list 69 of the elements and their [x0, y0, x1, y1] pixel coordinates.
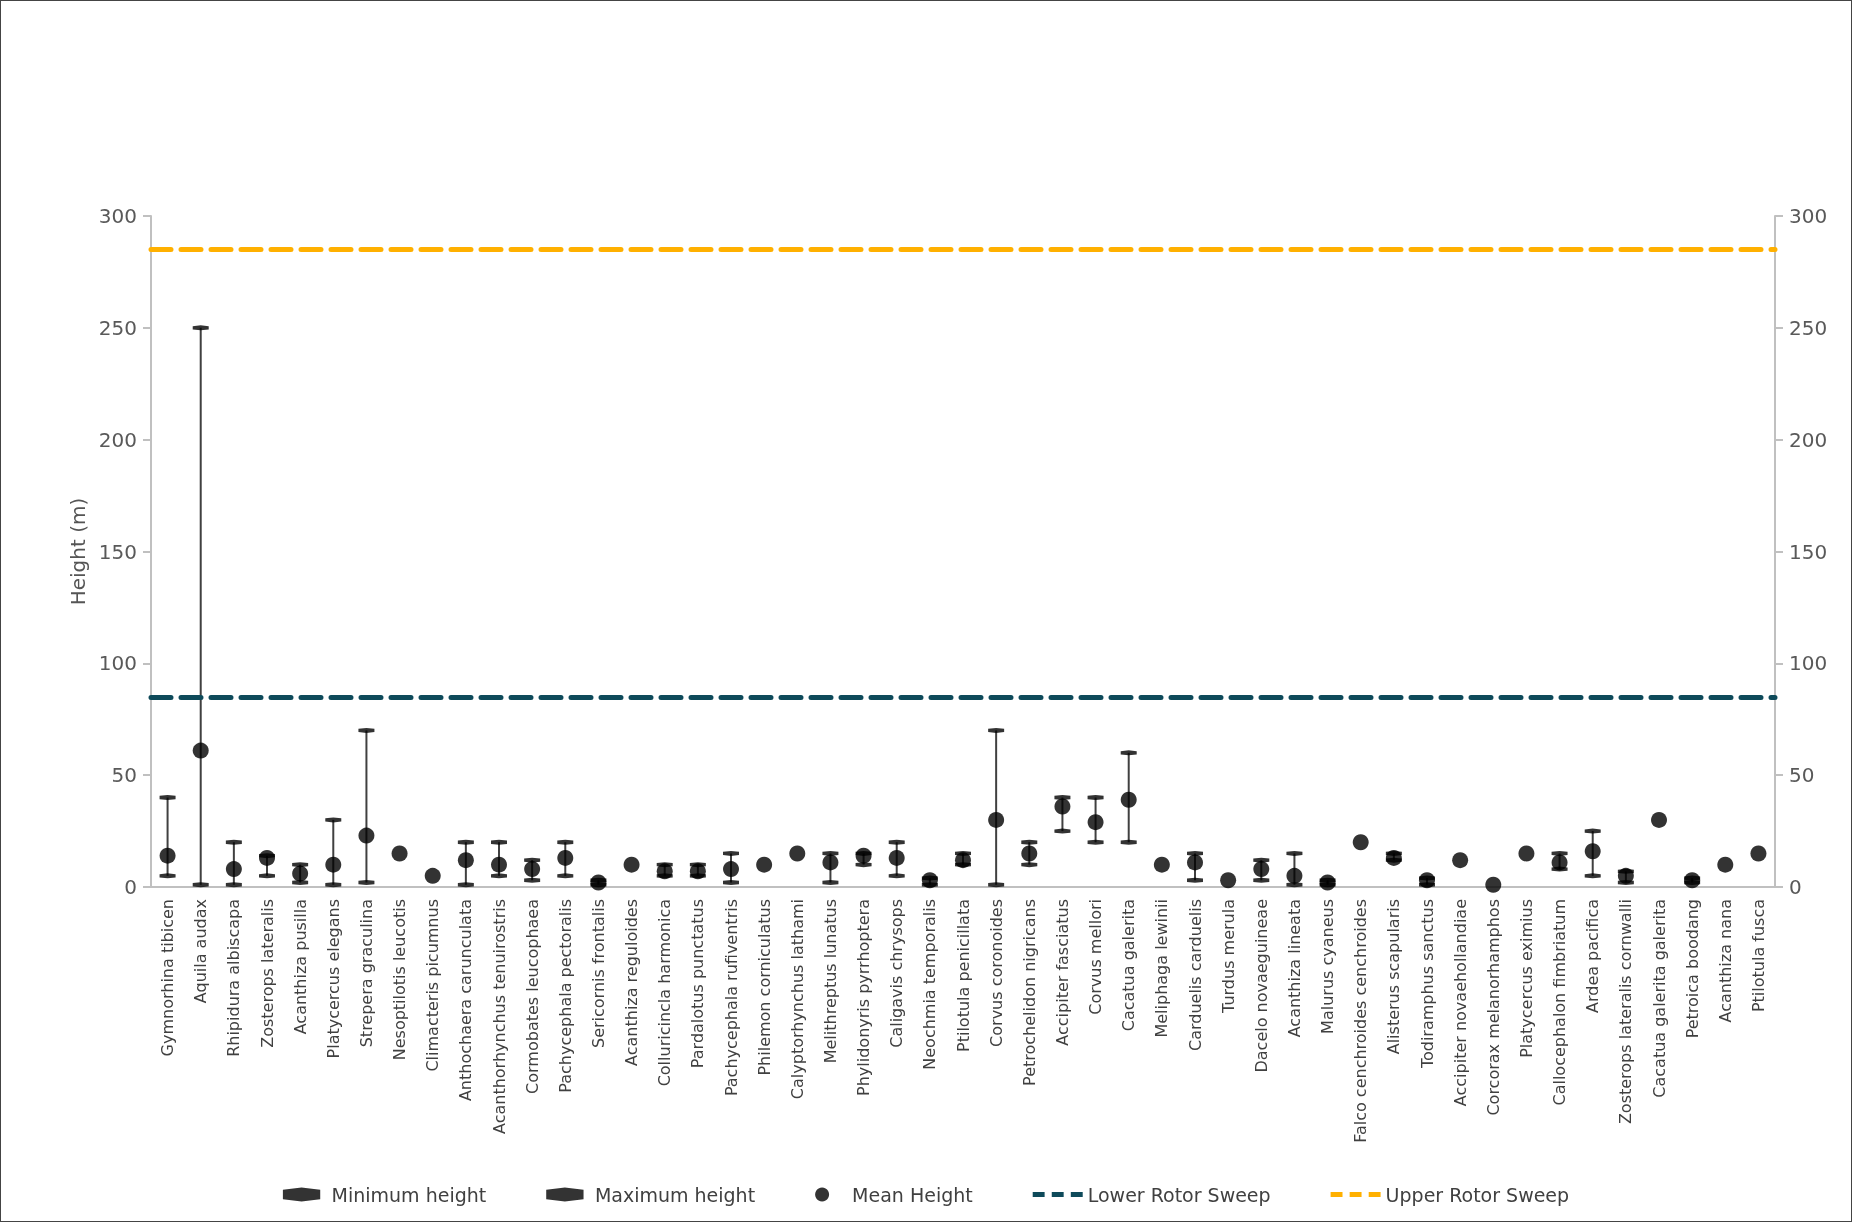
y-axis-title: Height (m)	[65, 497, 90, 606]
y-tick-label: 200	[98, 427, 137, 452]
x-tick-label: Acanthiza pusilla	[290, 899, 310, 1035]
x-tick-label: Callocephalon fimbriatum	[1550, 899, 1570, 1106]
x-tick-label: Nesoptilotis leucotis	[390, 899, 410, 1061]
y-tick-label: 50	[111, 763, 137, 788]
x-tick-label: Ptilotula fusca	[1748, 899, 1768, 1013]
x-tick-label: Falco cenchroides cenchroides	[1351, 899, 1371, 1143]
y2-tick-label: 100	[1789, 651, 1828, 676]
x-tick-label: Accipiter novaehollandiae	[1450, 899, 1470, 1107]
y2-tick-label: 0	[1789, 875, 1802, 899]
x-tick-label: Petroica boodang	[1682, 899, 1702, 1039]
x-tick-label: Zosterops lateralis cornwalli	[1616, 899, 1636, 1125]
x-tick-label: Melithreptus lunatus	[820, 899, 840, 1064]
x-tick-label: Caligavis chrysops	[887, 899, 907, 1048]
legend-label: Mean Height	[852, 1183, 973, 1206]
x-tick-label: Corcorax melanorhamphos	[1483, 899, 1503, 1116]
x-tick-label: Cacatua galerita	[1119, 899, 1139, 1032]
x-tick-label: Gymnorhina tibicen	[158, 899, 178, 1057]
x-tick-label: Aquila audax	[191, 899, 211, 1004]
x-tick-label: Platycercus elegans	[323, 899, 343, 1059]
x-tick-label: Acanthiza lineata	[1284, 899, 1304, 1038]
legend-label: Lower Rotor Sweep	[1087, 1183, 1271, 1206]
x-tick-label: Cormobates leucophaea	[522, 899, 542, 1094]
x-tick-label: Acanthorhynchus tenuirostris	[489, 899, 509, 1134]
x-tick-label: Acanthiza reguloides	[622, 899, 642, 1066]
y2-tick-label: 250	[1789, 315, 1828, 340]
y2-tick-label: 200	[1789, 427, 1828, 452]
y2-tick-label: 300	[1789, 204, 1828, 228]
x-tick-label: Colluricincla harmonica	[655, 899, 675, 1087]
x-tick-label: Climacteris picumnus	[423, 899, 443, 1072]
x-tick-label: Dacelo novaeguineae	[1251, 899, 1271, 1073]
x-tick-label: Ardea pacifica	[1583, 899, 1603, 1014]
x-tick-label: Philemon corniculatus	[754, 899, 774, 1076]
y-tick-label: 0	[124, 875, 137, 899]
x-tick-label: Ptilotula penicillata	[953, 899, 973, 1052]
x-tick-label: Anthochaera carunculata	[456, 899, 476, 1102]
legend-label: Upper Rotor Sweep	[1385, 1183, 1570, 1206]
x-tick-label: Neochmia temporalis	[920, 899, 940, 1070]
y-tick-label: 250	[98, 315, 137, 340]
x-tick-label: Rhipidura albiscapa	[224, 899, 244, 1057]
x-tick-label: Calyptorhynchus lathami	[787, 899, 807, 1100]
x-tick-label: Accipiter fasciatus	[1052, 899, 1072, 1046]
legend-label: Maximum height	[594, 1183, 756, 1206]
y-tick-label: 150	[98, 539, 137, 564]
x-tick-label: Turdus merula	[1218, 899, 1238, 1014]
x-tick-label: Zosterops lateralis	[257, 899, 277, 1048]
x-tick-label: Phylidonyris pyrrhoptera	[854, 899, 874, 1096]
x-tick-label: Carduelis carduelis	[1185, 899, 1205, 1051]
x-tick-label: Petrochelidon nigricans	[1019, 899, 1039, 1086]
x-tick-label: Pardalotus punctatus	[688, 899, 708, 1069]
y2-tick-label: 50	[1789, 763, 1815, 788]
x-tick-label: Pachycephala rufiventris	[721, 899, 741, 1097]
x-tick-label: Sericornis frontalis	[588, 899, 608, 1049]
x-tick-label: Strepera graculina	[356, 899, 376, 1048]
x-tick-label: Pachycephala pectoralis	[555, 899, 575, 1093]
x-tick-label: Todiramphus sanctus	[1417, 899, 1437, 1070]
y-tick-label: 300	[98, 204, 137, 228]
y2-tick-label: 150	[1789, 539, 1828, 564]
x-tick-label: Corvus mellori	[1086, 899, 1106, 1015]
y-tick-label: 100	[98, 651, 137, 676]
x-tick-label: Platycercus eximius	[1516, 899, 1536, 1058]
x-tick-label: Meliphaga lewinii	[1152, 899, 1172, 1038]
x-tick-label: Cacatua galerita galerita	[1649, 899, 1669, 1098]
x-tick-label: Acanthiza nana	[1715, 899, 1735, 1023]
x-tick-label: Corvus coronoides	[986, 899, 1006, 1047]
legend-label: Minimum height	[331, 1183, 487, 1206]
x-tick-label: Malurus cyaneus	[1318, 899, 1338, 1034]
x-tick-label: Alisterus scapularis	[1384, 899, 1404, 1055]
